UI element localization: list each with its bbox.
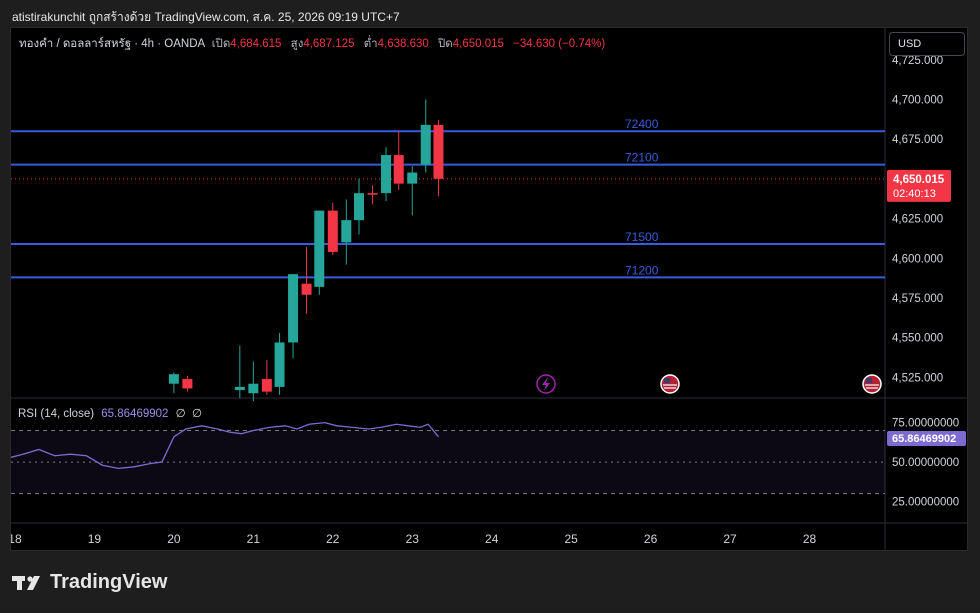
close-label: ปิด (438, 38, 453, 50)
symbol-label[interactable]: ทองคำ / ดอลลาร์สหรัฐ · 4h · OANDA (19, 38, 206, 50)
candle-body[interactable] (288, 274, 299, 343)
time-axis-tick-label: 20 (167, 532, 181, 546)
rsi-extra-2: ∅ (192, 408, 203, 420)
rsi-value-badge (887, 431, 966, 447)
rsi-line[interactable] (11, 421, 439, 470)
low-label: ต่ำ (363, 38, 378, 50)
price-axis-tick-label: 4,675.000 (892, 134, 943, 146)
candle-body[interactable] (354, 193, 365, 221)
candle-body[interactable] (274, 342, 285, 387)
open-value: 4,684.615 (230, 38, 282, 50)
close-value: 4,650.015 (452, 38, 504, 50)
rsi-axis-tick-label: 75.00000000 (892, 418, 959, 430)
candle-body[interactable] (301, 283, 312, 295)
time-axis-tick-label: 24 (485, 532, 499, 546)
chart-panel[interactable]: 4,725.0004,700.0004,675.0004,650.0004,62… (10, 27, 968, 551)
candle-body[interactable] (393, 155, 404, 184)
candle-body[interactable] (341, 220, 352, 243)
time-axis-tick-label: 28 (803, 532, 817, 546)
ohlc-legend: ทองคำ / ดอลลาร์สหรัฐ · 4h · OANDA เปิด4,… (19, 35, 611, 53)
rsi-value-badge-text: 65.86469902 (892, 433, 956, 445)
candle-body[interactable] (420, 124, 431, 165)
time-axis-tick-label: 26 (644, 532, 658, 546)
rsi-band (11, 430, 885, 494)
level-line-label: 71200 (625, 263, 659, 277)
us-flag-event-icon[interactable] (862, 374, 882, 394)
time-axis-tick-label: 19 (88, 532, 102, 546)
change-value: −34.630 (−0.74%) (513, 38, 606, 50)
price-axis-tick-label: 4,525.000 (892, 372, 943, 384)
candle-body[interactable] (314, 210, 325, 287)
level-line-label: 72400 (625, 117, 659, 131)
tradingview-logo-icon (12, 575, 40, 590)
tradingview-logo-text: TradingView (50, 571, 168, 593)
candle-body[interactable] (327, 210, 338, 252)
last-price-countdown: 02:40:13 (893, 188, 936, 200)
price-axis-tick-label: 4,575.000 (892, 293, 943, 305)
level-line-label: 71500 (625, 230, 659, 244)
time-axis-tick-label: 18 (11, 532, 22, 546)
flag-canton-icon (664, 378, 670, 383)
candle-body[interactable] (234, 386, 245, 391)
price-axis-tick-label: 4,600.000 (892, 253, 943, 265)
candle-body[interactable] (182, 378, 193, 389)
level-line-label: 72100 (625, 151, 659, 165)
rsi-axis-tick-label: 25.00000000 (892, 497, 959, 509)
candle-body[interactable] (248, 383, 259, 394)
time-axis-tick-label: 22 (326, 532, 340, 546)
rsi-axis-tick-label: 50.00000000 (892, 457, 959, 469)
candle-body[interactable] (168, 374, 179, 384)
price-axis-tick-label: 4,550.000 (892, 333, 943, 345)
candle-body[interactable] (433, 124, 444, 179)
chart-canvas[interactable]: 4,725.0004,700.0004,675.0004,650.0004,62… (11, 28, 968, 551)
time-axis-tick-label: 25 (564, 532, 578, 546)
tradingview-logo[interactable]: TradingView (12, 571, 167, 594)
low-value: 4,638.630 (377, 38, 429, 50)
last-price-badge (887, 169, 951, 202)
rsi-extra-1: ∅ (175, 408, 186, 420)
us-flag-event-icon[interactable] (660, 374, 680, 394)
open-label: เปิด (211, 38, 231, 50)
last-price-badge-value: 4,650.015 (893, 174, 945, 186)
lightning-icon (542, 377, 550, 391)
price-axis-tick-label: 4,625.000 (892, 214, 943, 226)
high-label: สูง (290, 38, 304, 50)
price-axis-tick-label: 4,700.000 (892, 94, 943, 106)
time-axis-tick-label: 27 (723, 532, 737, 546)
currency-button[interactable]: USD (889, 32, 965, 56)
candle-body[interactable] (367, 193, 378, 195)
high-value: 4,687.125 (303, 38, 355, 50)
rsi-value: 65.86469902 (101, 408, 169, 420)
price-axis-tick-label: 4,725.000 (892, 55, 943, 67)
dividend-event-icon[interactable] (536, 374, 556, 394)
chart-header-title: atistirakunchit ถูกสร้างด้วย TradingView… (12, 10, 400, 24)
candle-body[interactable] (261, 378, 272, 392)
time-axis-tick-label: 23 (406, 532, 420, 546)
time-axis-tick-label: 21 (247, 532, 261, 546)
rsi-label[interactable]: RSI (14, close) (18, 408, 95, 420)
candle-body[interactable] (407, 172, 418, 184)
candle-body[interactable] (381, 155, 392, 194)
flag-canton-icon (866, 378, 872, 383)
rsi-legend: RSI (14, close) 65.86469902 ∅ ∅ (18, 406, 202, 420)
